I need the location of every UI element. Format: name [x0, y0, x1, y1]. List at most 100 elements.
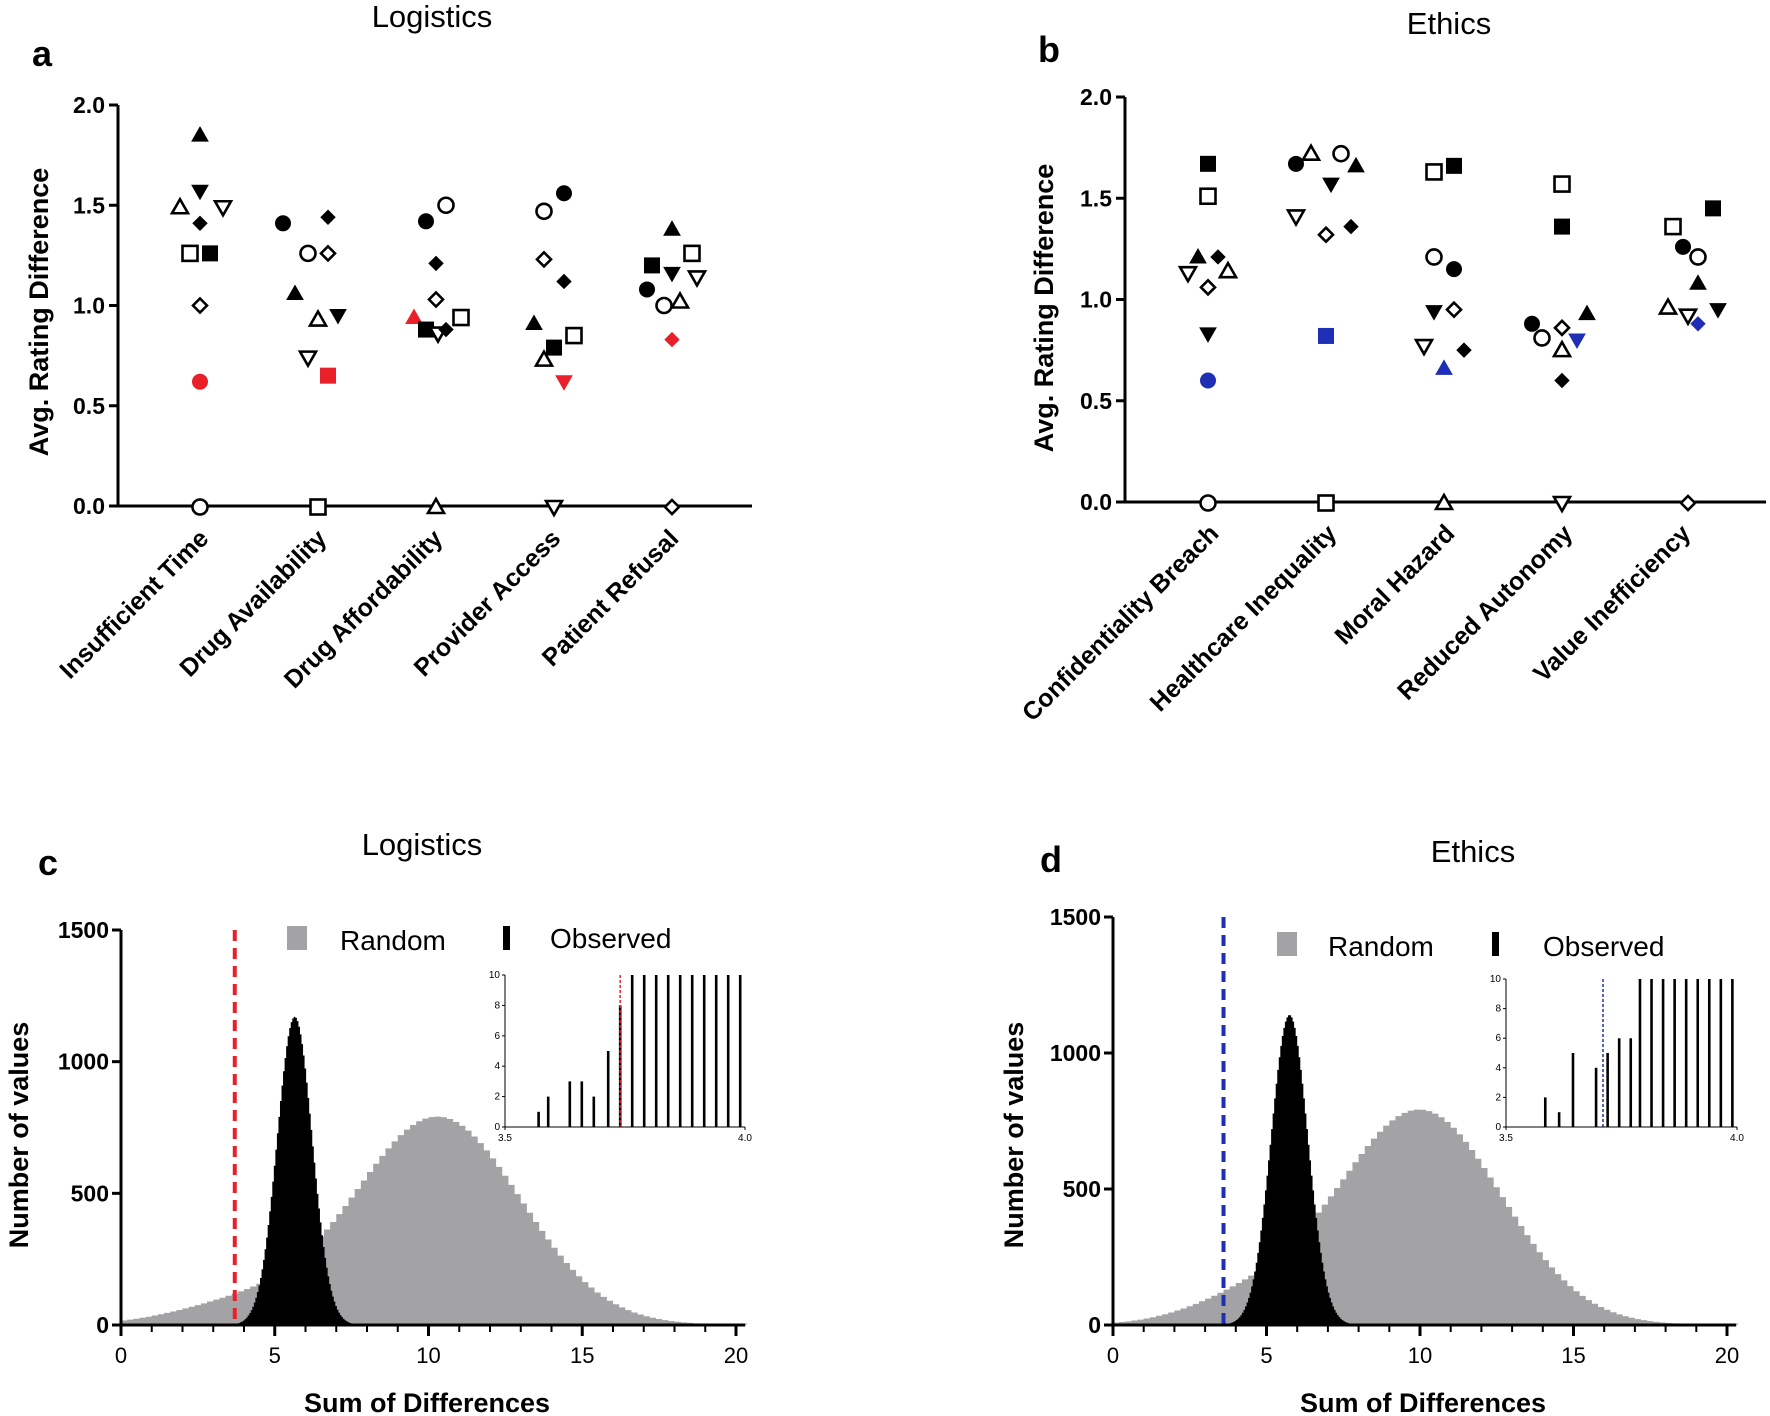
data-point [639, 281, 655, 298]
data-point [525, 314, 543, 331]
random-distribution-histogram [1113, 1109, 1740, 1325]
data-point [1664, 217, 1682, 236]
data-point [663, 266, 681, 283]
data-point [1413, 338, 1435, 357]
x-tick-label: 0 [1107, 1343, 1119, 1368]
baseline-marker [1551, 495, 1573, 514]
y-tick-label: 500 [71, 1180, 109, 1206]
x-tick-label: 5 [269, 1343, 281, 1368]
baseline-marker [543, 499, 565, 518]
panel-a-y-axis-label: Avg. Rating Difference [24, 168, 54, 457]
data-point [1551, 339, 1573, 358]
data-point [212, 199, 234, 218]
data-point [1553, 175, 1571, 193]
y-tick-label: 0.5 [1080, 388, 1112, 414]
panel-c-legend-random: Random [340, 925, 446, 956]
data-point [192, 373, 208, 390]
inset-y-tick-label: 10 [1490, 974, 1502, 985]
y-tick-label: 0 [1088, 1312, 1101, 1338]
x-tick-label: 20 [724, 1343, 748, 1368]
data-point [565, 326, 583, 345]
data-point [1318, 327, 1334, 344]
panel-c-logistics-histogram: Logistics c Number of values Sum of Diff… [4, 827, 752, 1416]
x-tick-label: 10 [1408, 1343, 1432, 1368]
data-point [427, 290, 445, 309]
y-tick-label: 1500 [1050, 904, 1101, 930]
data-point [1317, 225, 1335, 244]
inset-x-tick-label: 4.0 [1730, 1133, 1744, 1144]
data-point [1332, 144, 1350, 163]
y-tick-label: 0.0 [1080, 489, 1112, 515]
data-point [655, 296, 673, 315]
panel-c-title: Logistics [362, 827, 483, 862]
data-point [1445, 300, 1463, 319]
data-point [1554, 372, 1570, 389]
panel-d-letter: d [1040, 839, 1062, 880]
panel-b-y-axis-label: Avg. Rating Difference [1029, 164, 1059, 453]
data-point [286, 284, 304, 300]
y-tick-label: 2.0 [1080, 84, 1112, 110]
panel-d-legend-random-swatch [1277, 932, 1297, 956]
x-tick-label: 10 [416, 1343, 440, 1368]
y-tick-label: 0 [96, 1312, 109, 1338]
panel-c-y-axis-label: Number of values [4, 1022, 34, 1249]
x-tick-label: 20 [1715, 1343, 1739, 1368]
inset-y-tick-label: 6 [494, 1031, 500, 1042]
inset-y-tick-label: 8 [1495, 1004, 1501, 1015]
data-point [320, 367, 336, 384]
data-point [535, 250, 553, 269]
data-point [1689, 274, 1707, 290]
x-tick-label: 15 [570, 1343, 594, 1368]
data-point [533, 349, 555, 367]
y-tick-label: 500 [1063, 1176, 1101, 1202]
panel-c-legend-observed-swatch [503, 926, 510, 950]
panel-d-ethics-histogram: Ethics d Number of values Sum of Differe… [999, 834, 1744, 1416]
baseline-marker [1199, 494, 1217, 512]
data-point [169, 196, 191, 215]
data-point [191, 126, 209, 142]
inset-y-tick-label: 0 [494, 1122, 500, 1133]
y-tick-label: 2.0 [73, 92, 105, 118]
inset-y-tick-label: 8 [494, 1000, 500, 1011]
data-point [202, 245, 218, 262]
data-point [1425, 248, 1443, 266]
panel-c-x-axis-label: Sum of Differences [304, 1388, 550, 1416]
y-tick-label: 1000 [1050, 1040, 1101, 1066]
panel-b-letter: b [1038, 29, 1060, 70]
data-point [663, 220, 681, 236]
panel-c-legend-random-swatch [287, 926, 307, 950]
data-point [1199, 327, 1217, 343]
y-tick-label: 1500 [58, 917, 109, 943]
data-point [1709, 303, 1727, 319]
inset-y-tick-label: 6 [1495, 1033, 1501, 1044]
y-tick-label: 1.5 [1080, 185, 1112, 211]
data-point [181, 244, 199, 263]
data-point [1677, 308, 1699, 327]
baseline-marker [1433, 492, 1455, 511]
baseline-marker [1679, 494, 1697, 512]
data-point [329, 309, 347, 325]
inset-x-tick-label: 4.0 [738, 1133, 752, 1144]
data-point [1689, 248, 1707, 266]
y-tick-label: 1.5 [73, 192, 105, 218]
data-point [1322, 177, 1340, 194]
data-point [1533, 329, 1551, 347]
data-point [320, 209, 336, 225]
data-point [1347, 156, 1365, 173]
data-point [1675, 238, 1691, 255]
panel-d-legend-observed: Observed [1543, 931, 1664, 962]
inset-y-tick-label: 2 [494, 1092, 500, 1103]
inset-y-tick-label: 4 [494, 1061, 500, 1072]
inset-y-tick-label: 4 [1495, 1063, 1501, 1074]
data-point [418, 213, 434, 230]
data-point [428, 255, 444, 272]
data-point [1705, 200, 1721, 217]
panel-b-title: Ethics [1407, 6, 1491, 41]
data-point [644, 257, 660, 274]
data-point [307, 308, 329, 327]
data-point [438, 321, 454, 338]
baseline-marker [425, 496, 447, 515]
data-point [1425, 305, 1443, 321]
data-point [1300, 143, 1322, 161]
data-point [1285, 209, 1307, 228]
